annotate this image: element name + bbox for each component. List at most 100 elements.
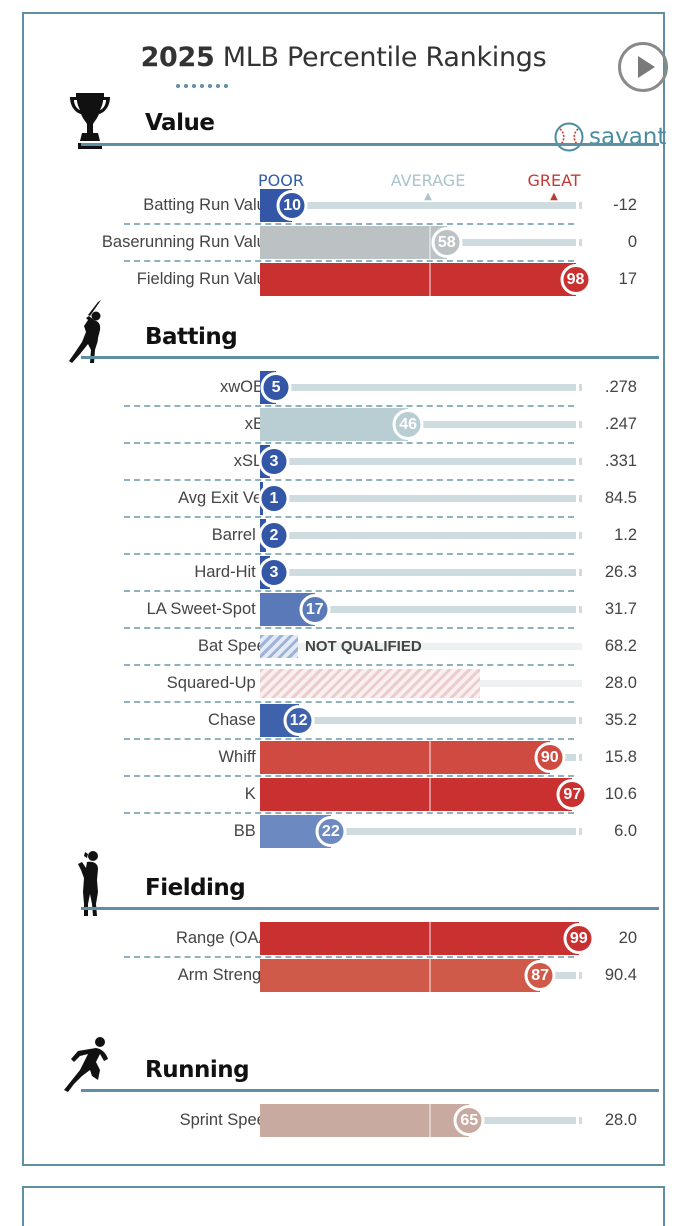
metric-row[interactable]: Arm Strength 87 90.4	[24, 957, 667, 994]
percentile-badge: 58	[431, 227, 463, 258]
metric-row[interactable]: Bat Speed NOT QUALIFIED 68.2	[24, 628, 667, 666]
metric-value: 0	[627, 233, 637, 251]
percentile-track	[260, 643, 582, 650]
section-title-value: Value	[145, 110, 215, 136]
percentile-badge: 12	[283, 705, 315, 736]
percentile-badge: 46	[392, 409, 424, 440]
percentile-badge: 98	[560, 264, 592, 295]
trophy-icon	[70, 93, 110, 149]
metric-value: .278	[604, 378, 637, 396]
metric-value: 6.0	[614, 822, 637, 840]
track-end-tick	[576, 1115, 579, 1126]
legend-average: AVERAGE ▲	[391, 171, 466, 202]
percentile-badge: 87	[524, 960, 556, 991]
percentile-badge: 65	[453, 1105, 485, 1136]
percentile-badge: 99	[563, 923, 595, 954]
metric-row[interactable]: Chase % 12 35.2	[24, 702, 667, 740]
percentile-bar	[260, 1104, 470, 1137]
track-end-tick	[576, 237, 579, 248]
row-divider	[124, 812, 574, 814]
section-divider	[81, 907, 659, 910]
metric-value: 20	[618, 929, 637, 947]
percentile-badge: 10	[276, 190, 308, 221]
batter-icon	[69, 300, 101, 363]
metric-row[interactable]: Avg Exit Velo 1 84.5	[24, 480, 667, 518]
row-divider	[124, 553, 574, 555]
legend-average-marker: ▲	[424, 191, 432, 202]
legend-poor-label: POOR	[258, 171, 304, 190]
percentile-badge: 90	[534, 742, 566, 773]
metric-row[interactable]: Sprint Speed 65 28.0	[24, 1102, 667, 1139]
percentile-track	[260, 202, 582, 209]
metric-value: 10.6	[604, 785, 637, 803]
percentile-track	[260, 532, 582, 539]
percentile-track	[260, 458, 582, 465]
fielder-icon	[78, 851, 98, 916]
row-divider	[124, 442, 574, 444]
metric-row[interactable]: Hard-Hit % 3 26.3	[24, 554, 667, 592]
average-line	[429, 959, 431, 992]
percentile-badge: 2	[258, 520, 290, 551]
track-end-tick	[576, 456, 579, 467]
title-underline	[176, 84, 228, 88]
percentile-track	[260, 569, 582, 576]
percentile-badge: 1	[258, 483, 290, 514]
track-end-tick	[576, 826, 579, 837]
metric-row[interactable]: Whiff % 90 15.8	[24, 739, 667, 777]
metric-row[interactable]: xwOBA 5.278	[24, 369, 667, 407]
metric-label: Sprint Speed	[179, 1111, 275, 1129]
title-text: MLB Percentile Rankings	[214, 42, 547, 73]
metric-value: 28.0	[604, 1111, 637, 1129]
metric-label: Squared-Up %	[166, 674, 275, 692]
section-divider	[81, 143, 659, 146]
percentile-bar	[260, 959, 541, 992]
metric-label: Batting Run Value	[143, 196, 275, 214]
percentile-badge: 22	[315, 816, 347, 847]
metric-value: 90.4	[604, 966, 637, 984]
play-button[interactable]	[618, 42, 668, 92]
track-end-tick	[576, 493, 579, 504]
metric-row[interactable]: BB % 22 6.0	[24, 813, 667, 850]
metric-row[interactable]: Range (OAA) 99 20	[24, 920, 667, 958]
percentile-badge: 5	[260, 372, 292, 403]
row-divider	[124, 479, 574, 481]
savant-logo[interactable]: savant	[554, 122, 666, 152]
average-line	[429, 263, 431, 296]
row-divider	[124, 590, 574, 592]
metric-row[interactable]: Squared-Up % 28.0	[24, 665, 667, 703]
metric-label: Avg Exit Velo	[178, 489, 275, 507]
metric-value: 84.5	[604, 489, 637, 507]
section-divider	[81, 356, 659, 359]
metric-value: 31.7	[604, 600, 637, 618]
percentile-bar	[260, 226, 447, 259]
average-line	[429, 922, 431, 955]
row-divider	[124, 738, 574, 740]
metric-row[interactable]: Batting Run Value 10 -12	[24, 187, 667, 225]
average-line	[429, 226, 431, 259]
metric-row[interactable]: Fielding Run Value 98 17	[24, 261, 667, 298]
row-divider	[124, 775, 574, 777]
next-card	[22, 1186, 665, 1226]
metric-value: .331	[604, 452, 637, 470]
metric-label: Arm Strength	[177, 966, 275, 984]
percentile-track	[260, 717, 582, 724]
percentile-bar	[260, 741, 550, 774]
average-line	[429, 741, 431, 774]
metric-row[interactable]: xSLG 3.331	[24, 443, 667, 481]
baseball-icon	[554, 122, 584, 152]
metric-value: 68.2	[604, 637, 637, 655]
not-qualified-bar	[260, 635, 298, 658]
percentile-badge: 97	[556, 779, 588, 810]
percentile-badge: 17	[299, 594, 331, 625]
track-end-tick	[576, 382, 579, 393]
metric-row[interactable]: Baserunning Run Value 58 0	[24, 224, 667, 262]
not-qualified-bar	[260, 669, 480, 698]
metric-label: Bat Speed	[197, 637, 275, 655]
metric-label: Range (OAA)	[175, 929, 275, 947]
metric-row[interactable]: Barrel % 2 1.2	[24, 517, 667, 555]
metric-row[interactable]: xBA46.247	[24, 406, 667, 444]
metric-value: .247	[604, 415, 637, 433]
metric-row[interactable]: LA Sweet-Spot % 17 31.7	[24, 591, 667, 629]
average-line	[429, 1104, 431, 1137]
